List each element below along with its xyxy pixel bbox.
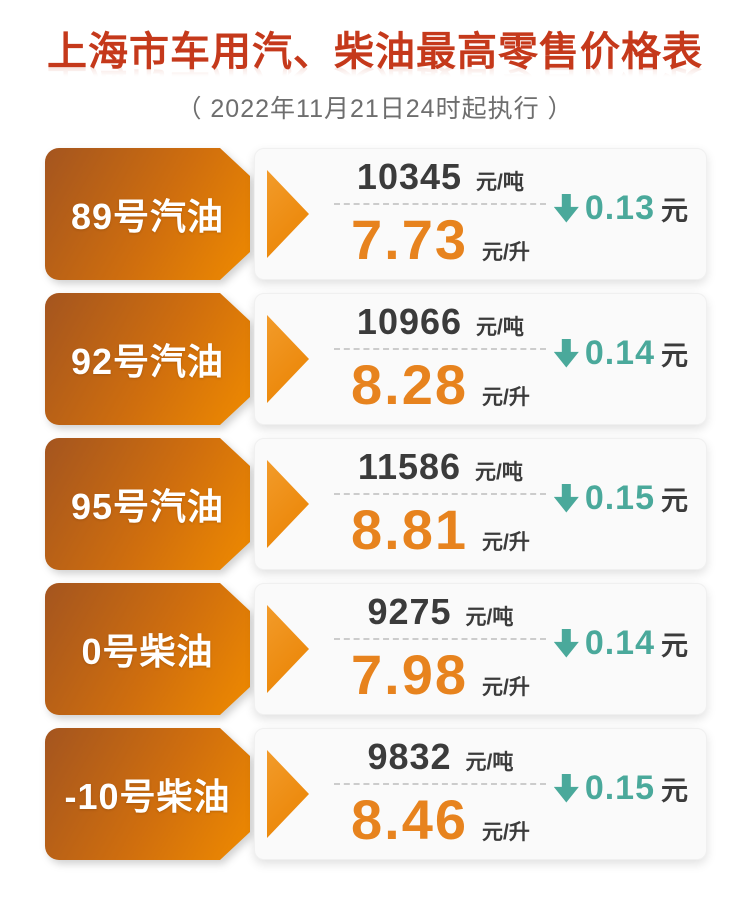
change-unit: 元	[661, 195, 688, 226]
liter-price-line: 7.98 元/升	[351, 642, 530, 707]
down-arrow-icon	[553, 773, 579, 803]
price-change: 0.15 元	[553, 768, 688, 808]
fuel-row-0: 0号柴油 9275 元/吨 7.98 元/升 0.1	[45, 583, 707, 715]
price-card: 9832 元/吨 8.46 元/升 0.15 元	[254, 728, 707, 860]
ton-price-line: 11586 元/吨	[358, 446, 523, 488]
dashed-divider	[334, 203, 547, 205]
liter-price-line: 8.28 元/升	[351, 352, 530, 417]
price-card: 9275 元/吨 7.98 元/升 0.14 元	[254, 583, 707, 715]
fuel-row-neg10: -10号柴油 9832 元/吨 8.46 元/升 0	[45, 728, 707, 860]
header: 上海市车用汽、柴油最高零售价格表 （ 2022年11月21日24时起执行 ）	[0, 0, 750, 124]
fuel-label-tag: 92号汽油	[45, 293, 250, 425]
ton-price: 11586	[357, 446, 462, 487]
ton-price-line: 10345 元/吨	[357, 156, 524, 198]
dashed-divider	[334, 493, 547, 495]
price-rows: 89号汽油 10345 元/吨 7.73 元/升 0	[0, 148, 750, 860]
liter-price: 8.28	[350, 353, 468, 416]
ton-unit: 元/吨	[475, 461, 523, 484]
ton-unit: 元/吨	[465, 751, 514, 774]
price-stack: 10966 元/吨 8.28 元/升	[333, 301, 548, 417]
fuel-label: 95号汽油	[45, 438, 250, 570]
price-card: 11586 元/吨 8.81 元/升 0.15 元	[254, 438, 707, 570]
price-change: 0.14 元	[553, 333, 688, 373]
dashed-divider	[334, 348, 547, 350]
down-arrow-icon	[553, 338, 579, 368]
fuel-label-tag: 89号汽油	[45, 148, 250, 280]
liter-unit: 元/升	[481, 531, 530, 554]
ton-price-line: 9275 元/吨	[367, 591, 513, 633]
liter-unit: 元/升	[481, 821, 530, 844]
liter-unit: 元/升	[481, 676, 530, 699]
price-change: 0.13 元	[553, 188, 688, 228]
dashed-divider	[334, 638, 547, 640]
ton-unit: 元/吨	[465, 606, 514, 629]
effective-date-subtitle: （ 2022年11月21日24时起执行 ）	[176, 95, 574, 123]
down-arrow-icon	[553, 628, 579, 658]
change-amount: 0.15	[584, 478, 655, 517]
change-unit: 元	[661, 775, 688, 806]
price-stack: 9275 元/吨 7.98 元/升	[333, 591, 548, 707]
fuel-label: 92号汽油	[45, 293, 250, 425]
price-stack: 10345 元/吨 7.73 元/升	[333, 156, 548, 272]
liter-price: 8.46	[350, 788, 468, 851]
liter-price: 7.73	[350, 208, 468, 271]
liter-unit: 元/升	[481, 386, 530, 409]
change-unit: 元	[661, 630, 688, 661]
down-arrow-icon	[553, 483, 579, 513]
ton-unit: 元/吨	[476, 171, 524, 194]
change-amount: 0.13	[584, 188, 655, 227]
liter-price: 8.81	[350, 498, 468, 561]
fuel-label-tag: 0号柴油	[45, 583, 250, 715]
change-amount: 0.14	[584, 333, 655, 372]
fuel-row-92: 92号汽油 10966 元/吨 8.28 元/升 0	[45, 293, 707, 425]
ton-price: 9832	[367, 736, 452, 777]
arrow-right-icon	[267, 315, 309, 403]
arrow-right-icon	[267, 605, 309, 693]
down-arrow-icon	[553, 193, 579, 223]
price-stack: 11586 元/吨 8.81 元/升	[333, 446, 548, 562]
liter-price: 7.98	[350, 643, 468, 706]
arrow-right-icon	[267, 460, 309, 548]
price-stack: 9832 元/吨 8.46 元/升	[333, 736, 548, 852]
ton-price-line: 10966 元/吨	[357, 301, 524, 343]
change-amount: 0.15	[584, 768, 655, 807]
arrow-right-icon	[267, 170, 309, 258]
dashed-divider	[334, 783, 547, 785]
liter-price-line: 8.81 元/升	[351, 497, 530, 562]
price-card: 10966 元/吨 8.28 元/升 0.14 元	[254, 293, 707, 425]
ton-price: 10966	[356, 301, 463, 342]
ton-price: 10345	[356, 156, 463, 197]
change-amount: 0.14	[584, 623, 655, 662]
fuel-label-tag: 95号汽油	[45, 438, 250, 570]
ton-price: 9275	[367, 591, 452, 632]
ton-price-line: 9832 元/吨	[367, 736, 513, 778]
arrow-right-icon	[267, 750, 309, 838]
fuel-row-89: 89号汽油 10345 元/吨 7.73 元/升 0	[45, 148, 707, 280]
fuel-row-95: 95号汽油 11586 元/吨 8.81 元/升 0	[45, 438, 707, 570]
fuel-label-tag: -10号柴油	[45, 728, 250, 860]
ton-unit: 元/吨	[476, 316, 524, 339]
change-unit: 元	[661, 340, 688, 371]
fuel-label: 89号汽油	[45, 148, 250, 280]
change-unit: 元	[661, 485, 688, 516]
page-title: 上海市车用汽、柴油最高零售价格表	[47, 30, 703, 74]
fuel-label: -10号柴油	[45, 728, 250, 860]
liter-price-line: 7.73 元/升	[351, 207, 530, 272]
fuel-label: 0号柴油	[45, 583, 250, 715]
liter-unit: 元/升	[481, 241, 530, 264]
price-change: 0.15 元	[553, 478, 688, 518]
liter-price-line: 8.46 元/升	[351, 787, 530, 852]
price-card: 10345 元/吨 7.73 元/升 0.13 元	[254, 148, 707, 280]
price-change: 0.14 元	[553, 623, 688, 663]
